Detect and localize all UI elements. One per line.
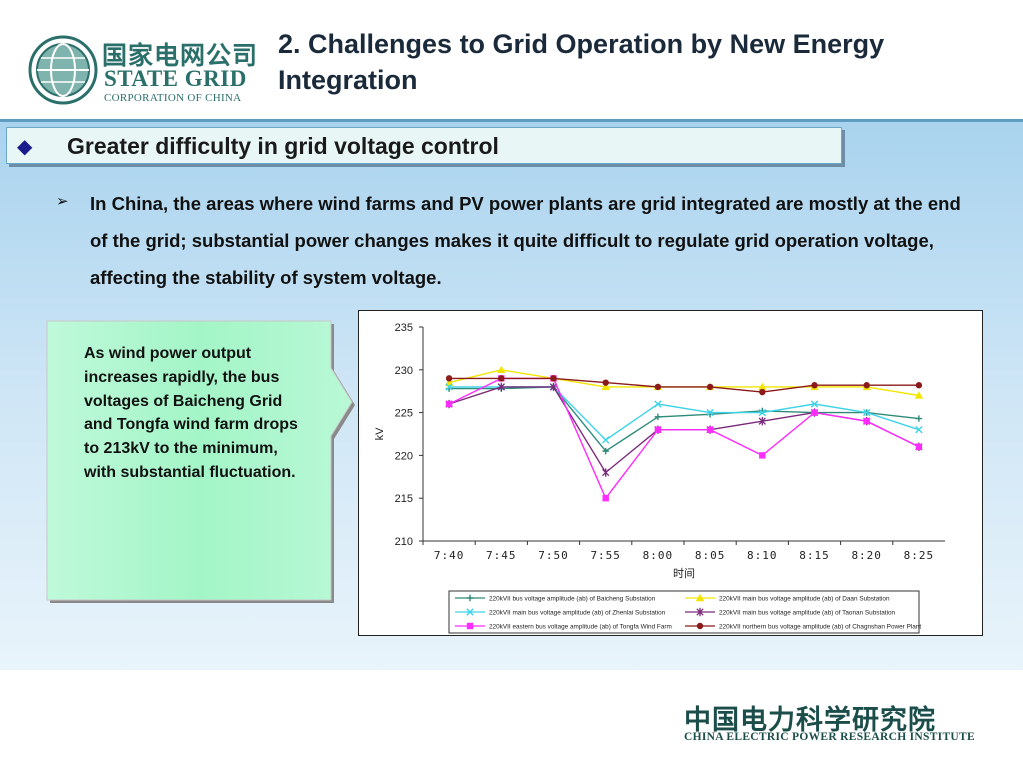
x-tick-label: 7:40 xyxy=(434,549,465,562)
data-point xyxy=(915,382,923,389)
data-point xyxy=(758,416,766,426)
data-point xyxy=(810,400,819,408)
data-point xyxy=(445,375,453,382)
data-point xyxy=(602,447,609,455)
data-point xyxy=(914,391,924,399)
legend-entry: 220kVII main bus voltage amplitude (ab) … xyxy=(489,610,666,617)
slide-header: 国家电网公司 STATE GRID CORPORATION OF CHINA 2… xyxy=(0,0,1023,120)
legend-marker xyxy=(696,607,704,617)
x-tick-label: 7:55 xyxy=(590,549,621,562)
y-tick-label: 235 xyxy=(395,322,413,334)
data-point xyxy=(654,426,662,433)
section-heading-bar: ◆ Greater difficulty in grid voltage con… xyxy=(6,127,842,164)
data-point xyxy=(759,452,766,459)
globe-icon xyxy=(28,35,98,105)
data-point xyxy=(550,375,557,382)
data-point xyxy=(758,408,766,417)
header-divider xyxy=(0,119,1023,122)
data-point xyxy=(863,417,870,425)
section-heading: Greater difficulty in grid voltage contr… xyxy=(67,133,499,159)
institute-english-name: CHINA ELECTRIC POWER RESEARCH INSTITUTE xyxy=(684,731,975,743)
legend-entry: 220kVII eastern bus voltage amplitude (a… xyxy=(489,624,672,631)
data-point xyxy=(602,436,610,444)
x-axis-label: 时间 xyxy=(673,567,695,580)
slide-title: 2. Challenges to Grid Operation by New E… xyxy=(278,29,885,95)
x-tick-label: 8:25 xyxy=(904,549,935,562)
data-point xyxy=(863,408,871,417)
data-point xyxy=(706,383,714,391)
legend-marker xyxy=(466,622,474,630)
series-line-1 xyxy=(449,386,919,453)
series-line-2 xyxy=(448,369,920,397)
data-point xyxy=(654,413,662,421)
legend-marker xyxy=(466,594,474,602)
data-point xyxy=(654,383,662,391)
legend-marker xyxy=(696,622,704,630)
data-point xyxy=(915,443,923,451)
state-grid-logo: 国家电网公司 STATE GRID CORPORATION OF CHINA xyxy=(28,34,262,108)
legend-entry: 220kVII bus voltage amplitude (ab) of Ba… xyxy=(489,596,656,603)
x-tick-label: 8:10 xyxy=(747,549,778,562)
y-tick-label: 210 xyxy=(395,536,413,548)
data-point xyxy=(601,382,610,391)
data-point xyxy=(811,409,818,416)
series-line-3 xyxy=(449,386,920,441)
data-point xyxy=(445,400,453,408)
data-point xyxy=(445,383,453,391)
institute-chinese-name: 中国电力科学研究院 xyxy=(684,705,936,736)
data-point xyxy=(602,468,610,477)
legend-entry: 220kVII northern bus voltage amplitude (… xyxy=(719,624,921,631)
y-tick-label: 220 xyxy=(395,450,413,462)
data-point xyxy=(759,388,766,396)
x-tick-label: 8:00 xyxy=(643,549,674,562)
data-point xyxy=(497,382,505,392)
x-tick-label: 7:50 xyxy=(538,549,569,562)
chart-legend-box xyxy=(448,590,920,634)
logo-corporation-name: CORPORATION OF CHINA xyxy=(104,92,242,104)
diamond-bullet-icon: ◆ xyxy=(17,136,33,158)
legend-entry: 220kVII main bus voltage amplitude (ab) … xyxy=(719,596,890,603)
callout-text: As wind power output increases rapidly, … xyxy=(84,345,298,481)
y-tick-label: 230 xyxy=(395,365,413,377)
body-paragraph: In China, the areas where wind farms and… xyxy=(90,193,961,288)
data-point xyxy=(654,400,662,408)
data-point xyxy=(706,408,714,417)
logo-english-name: STATE GRID xyxy=(104,66,247,91)
data-point xyxy=(915,426,923,434)
data-point xyxy=(602,495,609,502)
data-point xyxy=(497,365,506,373)
data-point xyxy=(863,382,870,389)
y-axis-label: kV xyxy=(374,427,386,441)
x-tick-label: 8:05 xyxy=(695,549,726,562)
y-tick-label: 215 xyxy=(395,493,413,505)
legend-marker xyxy=(466,608,474,616)
legend-marker xyxy=(695,593,705,602)
data-point xyxy=(602,379,609,386)
data-point xyxy=(915,415,923,422)
data-point xyxy=(706,426,714,433)
voltage-chart: 210 215 220 225 230 235 7:40 7:45 7:50 7:55 8:00 8:… xyxy=(358,310,983,636)
data-point xyxy=(811,382,818,389)
logo-chinese-name: 国家电网公司 xyxy=(102,41,259,70)
arrow-bullet-icon: ➢ xyxy=(56,193,69,210)
slide-footer xyxy=(0,670,1023,767)
data-point xyxy=(498,375,505,382)
x-tick-label: 8:15 xyxy=(799,549,830,562)
series-line-5 xyxy=(448,377,920,500)
series-line-6 xyxy=(449,377,919,393)
callout-box xyxy=(46,320,355,603)
x-tick-label: 7:45 xyxy=(486,549,517,562)
y-tick-label: 225 xyxy=(395,408,413,420)
legend-entry: 220kVII main bus voltage amplitude (ab) … xyxy=(719,610,896,617)
data-point xyxy=(758,382,767,391)
x-tick-label: 8:20 xyxy=(851,549,882,562)
voltage-line-chart: 210 215 220 225 230 235 7:40 7:45 7:50 7:55 8:00 8:… xyxy=(374,322,945,634)
